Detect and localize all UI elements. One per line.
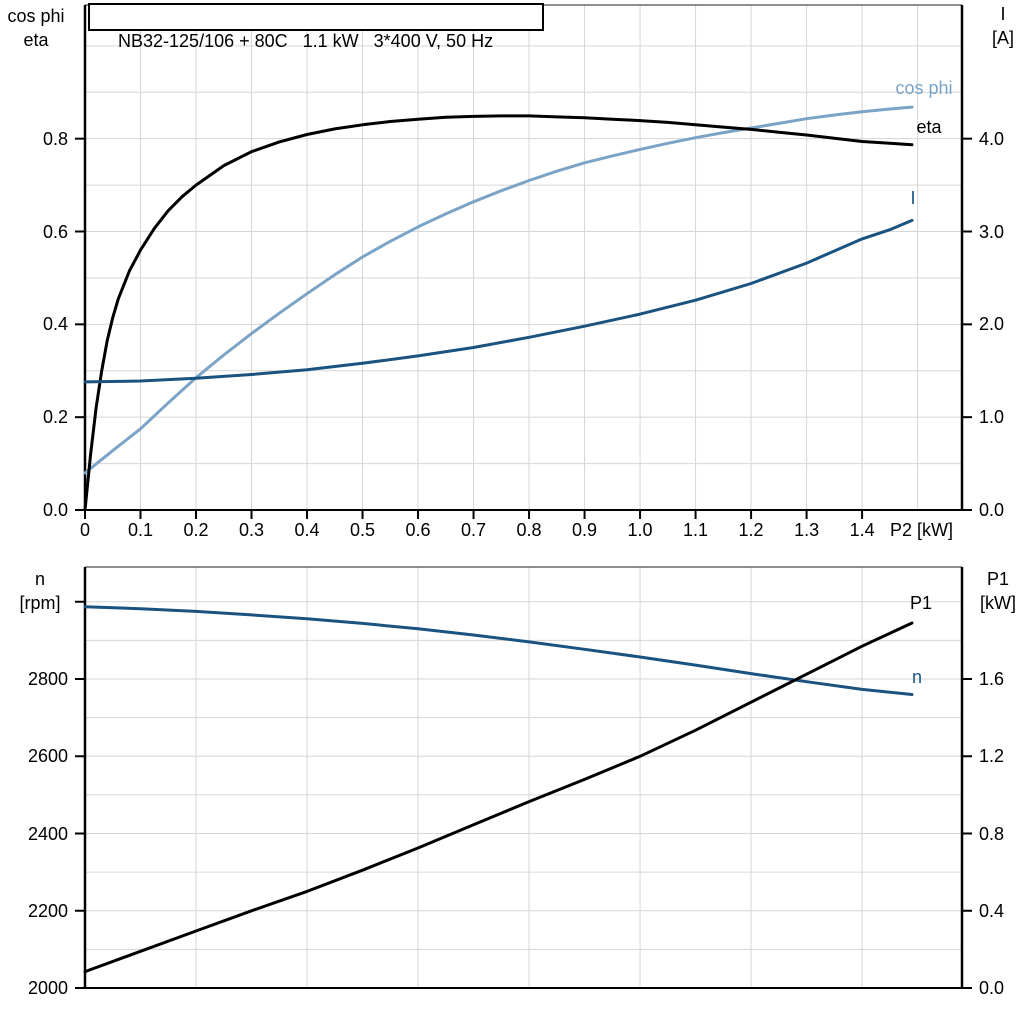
y-left-tick-label: 2400: [27, 823, 68, 844]
chart-title-text: NB32-125/106 + 80C 1.1 kW 3*400 V, 50 Hz: [118, 31, 494, 51]
curve-cos-phi: [83, 105, 914, 475]
grid-layer-1: [85, 567, 962, 988]
y-left-tick-label: 0.2: [42, 407, 68, 428]
x-tick-label: 0.2: [183, 520, 209, 540]
y-left-axis-title2-line1: n: [34, 569, 45, 589]
y-left-axis-title-line1: cos phi: [7, 6, 65, 26]
y-left-tick-label: 0.8: [42, 128, 68, 149]
curve-p1: [83, 621, 914, 974]
x-tick-label: 0.1: [127, 520, 154, 540]
x-tick-label: 0.3: [239, 520, 265, 540]
curve-i: [83, 218, 914, 384]
x-tick-label: 1.2: [738, 520, 764, 540]
y-right-tick-label: 2.0: [979, 314, 1005, 335]
y-right-tick-label: 0.4: [979, 900, 1005, 921]
y-right-tick-label: 3.0: [979, 221, 1005, 242]
y-left-tick-label: 2000: [27, 978, 68, 998]
y-right-tick-label: 1.2: [979, 746, 1005, 767]
axis-title-top-left: cos phi eta: [0, 4, 72, 52]
x-tick-label: 0: [79, 520, 90, 540]
curve-label-eta: eta: [916, 117, 942, 137]
axis-title-bottom-left: n [rpm]: [4, 567, 76, 615]
x-tick-label: 0.9: [572, 520, 598, 540]
x-tick-label: 1.4: [849, 520, 875, 540]
curves-layer-1: [83, 605, 914, 974]
axis-title-bottom-right: P1 [kW]: [972, 567, 1024, 615]
curve-label-i: I: [910, 188, 916, 208]
y-right-axis-title-line1: I: [1000, 4, 1006, 24]
x-tick-label: 0.8: [516, 520, 542, 540]
y-left-axis-title2-line2: [rpm]: [19, 593, 61, 613]
y-left-tick-label: 0.6: [42, 221, 68, 242]
y-left-axis-title-line2: eta: [23, 30, 49, 50]
y-left-tick-label: 0.0: [42, 500, 68, 520]
y-right-axis-title-line2: [A]: [991, 28, 1014, 48]
x-tick-label: 1.1: [683, 520, 709, 540]
x-tick-label: 0.4: [294, 520, 320, 540]
x-axis-title: P2 [kW]: [890, 520, 954, 540]
curves-layer-0: [83, 105, 914, 512]
y-right-tick-label: 0.8: [979, 823, 1005, 844]
curve-label-n: n: [911, 667, 922, 687]
y-left-tick-label: 0.4: [42, 314, 68, 335]
x-tick-label: 0.7: [461, 520, 487, 540]
x-tick-label: 1.3: [794, 520, 820, 540]
axes-layer-1: [75, 566, 972, 989]
y-right-axis-title2-line2: [kW]: [980, 593, 1016, 613]
y-left-tick-label: 2800: [27, 669, 68, 689]
curve-label-cos-phi: cos phi: [895, 78, 953, 98]
curve-label-p1: P1: [909, 593, 933, 613]
x-tick-label: 0.6: [405, 520, 431, 540]
y-right-tick-label: 1.0: [979, 407, 1005, 428]
x-tick-label: 1.0: [627, 520, 653, 540]
y-right-tick-label: 0.0: [979, 500, 1005, 520]
y-right-axis-title2-line1: P1: [986, 569, 1010, 589]
grid-layer-0: [85, 5, 962, 510]
curve-eta: [83, 114, 914, 512]
y-left-tick-label: 2600: [27, 746, 68, 767]
axes-layer-0: [75, 4, 972, 519]
x-tick-label: 0.5: [350, 520, 376, 540]
y-right-tick-label: 1.6: [979, 669, 1005, 689]
y-right-tick-label: 0.0: [979, 978, 1005, 998]
curve-n: [83, 605, 914, 696]
y-right-tick-label: 4.0: [979, 128, 1005, 149]
axis-title-top-right: I [A]: [979, 2, 1024, 50]
chart-title-box: NB32-125/106 + 80C 1.1 kW 3*400 V, 50 Hz: [88, 3, 544, 51]
y-left-tick-label: 2200: [27, 900, 68, 921]
